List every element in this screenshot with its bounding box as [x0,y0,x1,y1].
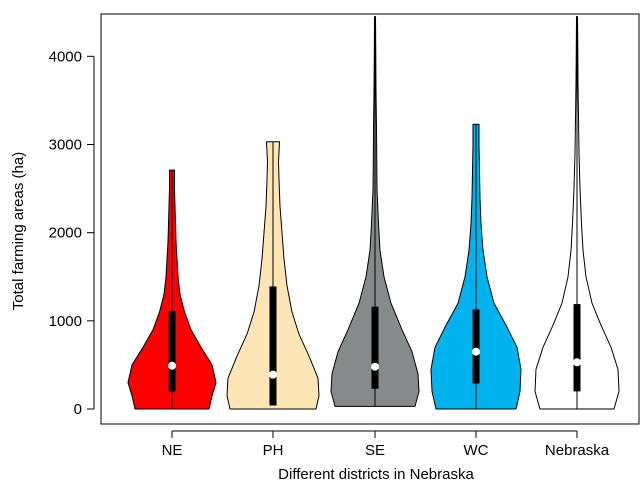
violin-iqr-box [168,311,176,392]
x-tick-label: NE [162,442,183,459]
y-tick-label: 4000 [49,48,82,65]
x-tick-label: SE [365,442,385,459]
y-axis: 0 1000 2000 3000 4000 [49,48,95,418]
violin-ph [226,141,320,410]
violin-nebraska [534,16,620,410]
y-tick-label: 3000 [49,136,82,153]
x-tick-label: PH [263,442,284,459]
x-axis-title: Different districts in Nebraska [278,466,474,483]
y-tick-label: 1000 [49,313,82,330]
violin-wc [430,123,522,410]
violin-median-dot [573,358,581,367]
violin-iqr-box [269,286,277,406]
violins [127,16,620,410]
y-tick-label: 2000 [49,225,82,242]
violin-ne [127,169,217,410]
violin-se [330,16,420,407]
y-axis-title: Total farming areas (ha) [10,152,27,310]
violin-iqr-box [573,304,581,392]
x-axis: NE PH SE WC Nebraska [162,430,610,459]
x-tick-label: WC [464,442,489,459]
x-tick-label: Nebraska [545,442,610,459]
violin-median-dot [168,361,176,370]
violin-median-dot [371,362,379,371]
y-tick-label: 0 [74,401,82,418]
violin-median-dot [472,347,480,356]
violin-iqr-box [472,309,480,384]
plot-frame [100,13,640,425]
violin-median-dot [269,370,277,379]
violin-iqr-box [371,306,379,389]
